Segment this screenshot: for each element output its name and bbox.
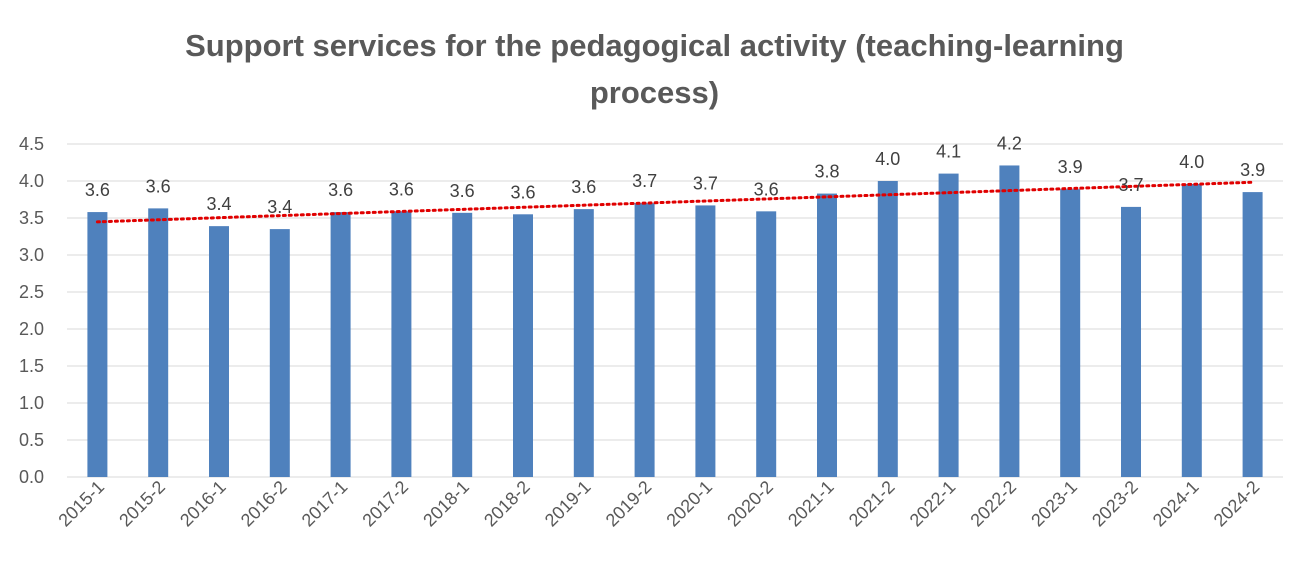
- bar: [634, 203, 655, 477]
- data-label: 3.6: [571, 177, 596, 197]
- bar: [391, 211, 412, 477]
- data-label: 3.4: [206, 194, 231, 214]
- bar: [1181, 183, 1202, 477]
- data-label: 3.6: [85, 180, 110, 200]
- chart-title-text: Support services for the pedagogical act…: [185, 28, 1124, 110]
- bar: [1242, 192, 1263, 477]
- bar: [938, 173, 959, 477]
- x-tick-label: 2016-2: [237, 477, 291, 531]
- bar: [269, 229, 290, 477]
- data-label: 3.9: [1240, 160, 1265, 180]
- data-label: 3.4: [267, 197, 292, 217]
- y-tick-label: 1.0: [19, 393, 44, 413]
- x-tick-label: 2021-2: [845, 477, 899, 531]
- bar: [87, 212, 108, 477]
- chart-title: Support services for the pedagogical act…: [0, 22, 1309, 116]
- bar: [817, 193, 837, 477]
- y-tick-label: 3.0: [19, 245, 44, 265]
- data-label: 3.6: [754, 179, 779, 199]
- bar: [209, 226, 229, 477]
- bar: [877, 181, 898, 477]
- bar: [148, 208, 169, 477]
- trendline: [95, 180, 1255, 224]
- bar: [695, 205, 716, 478]
- x-tick-label: 2017-1: [298, 477, 352, 531]
- x-tick-label: 2022-2: [966, 477, 1020, 531]
- x-tick-label: 2015-2: [115, 477, 169, 531]
- data-label: 4.0: [1179, 152, 1204, 172]
- bar: [573, 209, 594, 477]
- x-tick-label: 2017-2: [358, 477, 412, 531]
- data-label: 3.9: [1058, 157, 1083, 177]
- x-tick-label: 2019-2: [602, 477, 656, 531]
- x-tick-label: 2024-2: [1210, 477, 1264, 531]
- bar: [999, 165, 1020, 477]
- bar: [330, 212, 351, 477]
- x-tick-label: 2019-1: [541, 477, 595, 531]
- x-tick-label: 2023-2: [1088, 477, 1142, 531]
- data-label: 3.6: [146, 176, 171, 196]
- y-tick-label: 3.5: [19, 208, 44, 228]
- x-tick-label: 2016-1: [176, 477, 230, 531]
- y-tick-label: 4.0: [19, 171, 44, 191]
- x-tick-label: 2015-1: [54, 477, 108, 531]
- data-label: 3.6: [328, 180, 353, 200]
- bar: [452, 212, 473, 477]
- y-tick-label: 2.0: [19, 319, 44, 339]
- x-tick-label: 2020-1: [662, 477, 716, 531]
- y-tick-label: 0.5: [19, 430, 44, 450]
- data-label: 3.6: [389, 179, 414, 199]
- data-label: 4.0: [875, 149, 900, 169]
- x-tick-label: 2022-1: [906, 477, 960, 531]
- y-tick-label: 2.5: [19, 282, 44, 302]
- x-tick-label: 2021-1: [784, 477, 838, 531]
- x-tick-label: 2020-2: [723, 477, 777, 531]
- bar: [1060, 189, 1081, 477]
- data-label: 3.7: [1118, 175, 1143, 195]
- y-tick-label: 4.5: [19, 134, 44, 154]
- data-label: 3.8: [814, 162, 839, 182]
- bar: [1121, 206, 1141, 477]
- x-tick-label: 2023-1: [1027, 477, 1081, 531]
- x-tick-label: 2018-1: [419, 477, 473, 531]
- x-tick-label: 2018-2: [480, 477, 534, 531]
- data-label: 4.2: [997, 133, 1022, 153]
- data-label: 3.6: [450, 181, 475, 201]
- data-label: 3.7: [693, 173, 718, 193]
- bar: [756, 211, 777, 477]
- y-tick-label: 0.0: [19, 467, 44, 487]
- x-tick-label: 2024-1: [1149, 477, 1203, 531]
- y-tick-label: 1.5: [19, 356, 44, 376]
- data-label: 4.1: [936, 142, 961, 162]
- data-label: 3.7: [632, 171, 657, 191]
- bar: [513, 214, 533, 478]
- data-label: 3.6: [510, 182, 535, 202]
